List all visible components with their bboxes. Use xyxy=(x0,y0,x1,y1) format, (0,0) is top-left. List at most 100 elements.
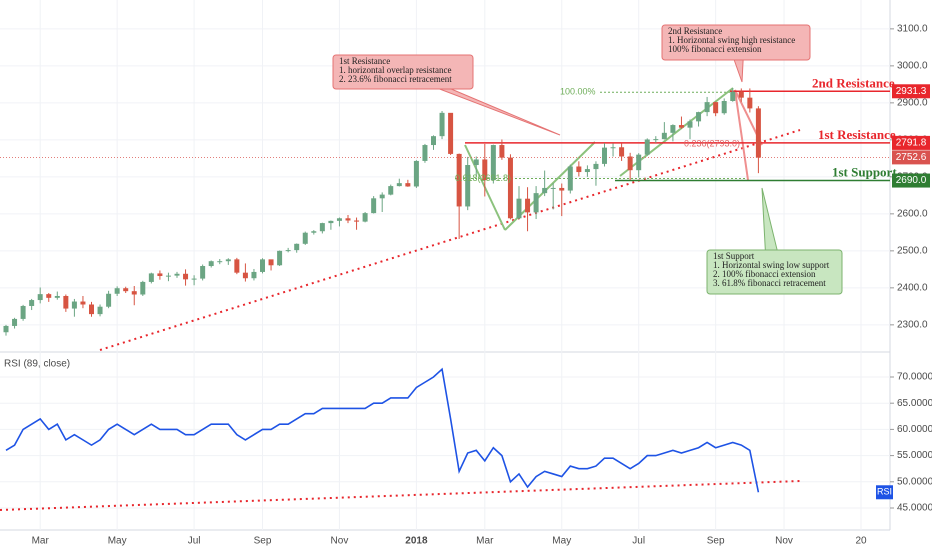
candle-body xyxy=(721,101,727,114)
price-tag-label: 2690.0 xyxy=(896,175,927,186)
x-tick-label: 20 xyxy=(855,536,867,547)
candle-body xyxy=(747,97,753,109)
candle-body xyxy=(499,145,505,158)
y-tick-label: 60.0000 xyxy=(897,424,932,435)
candle-body xyxy=(217,261,223,263)
fib-label: 0.618(2691.8) xyxy=(455,173,511,183)
candle-body xyxy=(490,145,496,181)
candle-body xyxy=(183,273,189,280)
y-tick-label: 2400.0 xyxy=(897,282,928,293)
annotation-line: 2nd Resistance xyxy=(668,26,722,36)
candle-body xyxy=(371,198,377,214)
candle-body xyxy=(336,218,342,221)
candle-body xyxy=(89,304,94,315)
candle-body xyxy=(516,198,522,219)
candle-body xyxy=(696,112,702,122)
annotation-line: 1st Resistance xyxy=(339,56,390,66)
candle-body xyxy=(542,187,548,194)
candle-body xyxy=(755,108,761,158)
candle-body xyxy=(12,318,18,326)
annotation-line: 1st Support xyxy=(713,251,755,261)
candle-body xyxy=(97,306,103,315)
projection-arrow xyxy=(734,89,749,181)
level-label: 1st Resistance xyxy=(818,127,896,142)
price-tag-label: 2931.3 xyxy=(896,86,927,97)
candle-body xyxy=(3,325,9,333)
candle-body xyxy=(687,121,693,128)
x-tick-label: May xyxy=(552,536,571,547)
x-tick-label: Jul xyxy=(188,536,201,547)
candle-body xyxy=(730,91,736,102)
rsi-line xyxy=(5,367,760,493)
candle-body xyxy=(584,169,590,173)
candle-body xyxy=(550,187,556,189)
candle-body xyxy=(165,275,171,277)
candle-body xyxy=(302,232,308,244)
candle-body xyxy=(354,220,360,222)
annotation-line: 1. horizontal overlap resistance xyxy=(339,65,451,75)
candle-body xyxy=(234,259,240,273)
candle-body xyxy=(448,112,454,154)
candle-body xyxy=(328,220,334,224)
candle-body xyxy=(439,112,445,137)
candle-body xyxy=(131,291,137,295)
candle-body xyxy=(379,194,385,199)
candle-body xyxy=(413,160,419,187)
y-tick-label: 2300.0 xyxy=(897,319,928,330)
price-tag xyxy=(892,173,930,188)
x-tick-label: Nov xyxy=(331,536,349,547)
annotation-line: 2. 100% fibonacci extension xyxy=(713,269,816,279)
annotation-line: 3. 61.8% fibonacci retracement xyxy=(713,278,826,288)
candle-body xyxy=(140,281,146,295)
candle-body xyxy=(123,288,129,292)
annotation-line: 1. Horizontal swing low support xyxy=(713,260,830,270)
y-tick-label: 70.0000 xyxy=(897,372,932,383)
candle-body xyxy=(29,300,35,306)
candle-body xyxy=(174,273,180,276)
candle-body xyxy=(268,259,274,266)
candle-body xyxy=(63,295,69,309)
candle-body xyxy=(46,294,52,298)
candle-body xyxy=(319,223,325,232)
candle-body xyxy=(678,125,684,128)
candle-body xyxy=(610,147,616,149)
candle-body xyxy=(148,273,154,282)
x-tick-label: May xyxy=(108,536,127,547)
candle-body xyxy=(465,165,471,207)
candle-body xyxy=(670,125,676,133)
y-tick-label: 45.0000 xyxy=(897,503,932,514)
candle-body xyxy=(106,293,112,307)
candle-body xyxy=(619,147,625,157)
y-tick-label: 3100.0 xyxy=(897,23,928,34)
candle-body xyxy=(738,91,744,98)
y-tick-label: 2500.0 xyxy=(897,245,928,256)
rsi-tag xyxy=(876,485,893,500)
x-tick-label: Sep xyxy=(707,536,725,547)
fib-label: 100.00% xyxy=(560,87,596,97)
price-tag xyxy=(892,84,930,99)
candle-body xyxy=(20,305,26,319)
rsi-tag-label: RSI xyxy=(877,487,892,497)
candle-body xyxy=(704,102,710,113)
annotation-line: 2. 23.6% fibonacci retracement xyxy=(339,74,452,84)
y-tick-label: 65.0000 xyxy=(897,398,932,409)
candle-body xyxy=(208,261,214,267)
candle-body xyxy=(362,213,368,222)
candle-body xyxy=(285,250,291,252)
level-label: 1st Support xyxy=(832,165,897,180)
candle-body xyxy=(559,187,565,191)
candle-body xyxy=(71,301,77,309)
candle-body xyxy=(396,183,402,187)
trendline xyxy=(99,129,801,351)
candle-body xyxy=(251,271,257,279)
candle-body xyxy=(37,294,43,301)
x-tick-label: Mar xyxy=(32,536,50,547)
candle-body xyxy=(157,273,163,277)
x-tick-label: Mar xyxy=(476,536,494,547)
candle-body xyxy=(260,259,265,272)
candle-body xyxy=(644,139,650,155)
annotation-line: 1. Horizontal swing high resistance xyxy=(668,35,795,45)
annotation-line: 100% fibonacci extension xyxy=(668,44,762,54)
y-tick-label: 50.0000 xyxy=(897,476,932,487)
